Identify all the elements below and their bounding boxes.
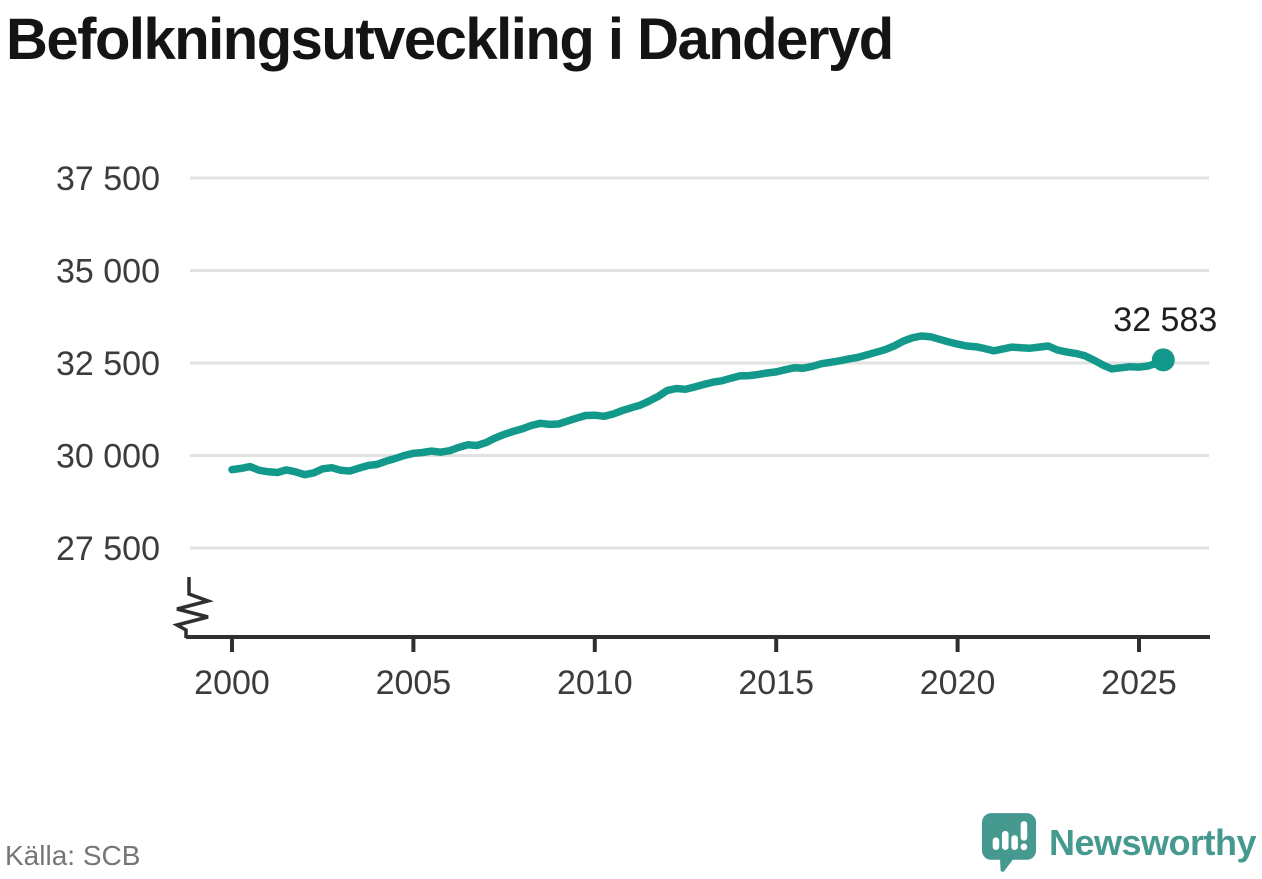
x-axis-tick-label: 2025 (1101, 664, 1177, 702)
x-axis-tick-label: 2020 (920, 664, 996, 702)
page-title: Befolkningsutveckling i Danderyd (6, 7, 894, 72)
y-axis-tick-label: 35 000 (56, 253, 160, 291)
y-axis-tick-label: 32 500 (56, 345, 160, 383)
newsworthy-speech-bubble-bar-chart-icon (981, 813, 1037, 872)
last-value-dot (1151, 348, 1175, 372)
y-axis-tick-label: 30 000 (56, 438, 160, 476)
source-label: Källa: SCB (5, 840, 141, 871)
y-axis-tick-label: 27 500 (56, 530, 160, 568)
newsworthy-logo[interactable]: Newsworthy (981, 812, 1257, 874)
population-line (228, 332, 1168, 479)
y-axis-break-icon (172, 577, 214, 638)
newsworthy-wordmark: Newsworthy (1048, 822, 1257, 863)
x-axis-tick-label: 2015 (738, 664, 814, 702)
y-axis-tick-label: 37 500 (56, 160, 160, 198)
last-value-label: 32 583 (1113, 301, 1217, 339)
x-axis-tick-label: 2005 (376, 664, 452, 702)
x-axis-tick-label: 2010 (557, 664, 633, 702)
x-axis-tick-label: 2000 (194, 664, 270, 702)
